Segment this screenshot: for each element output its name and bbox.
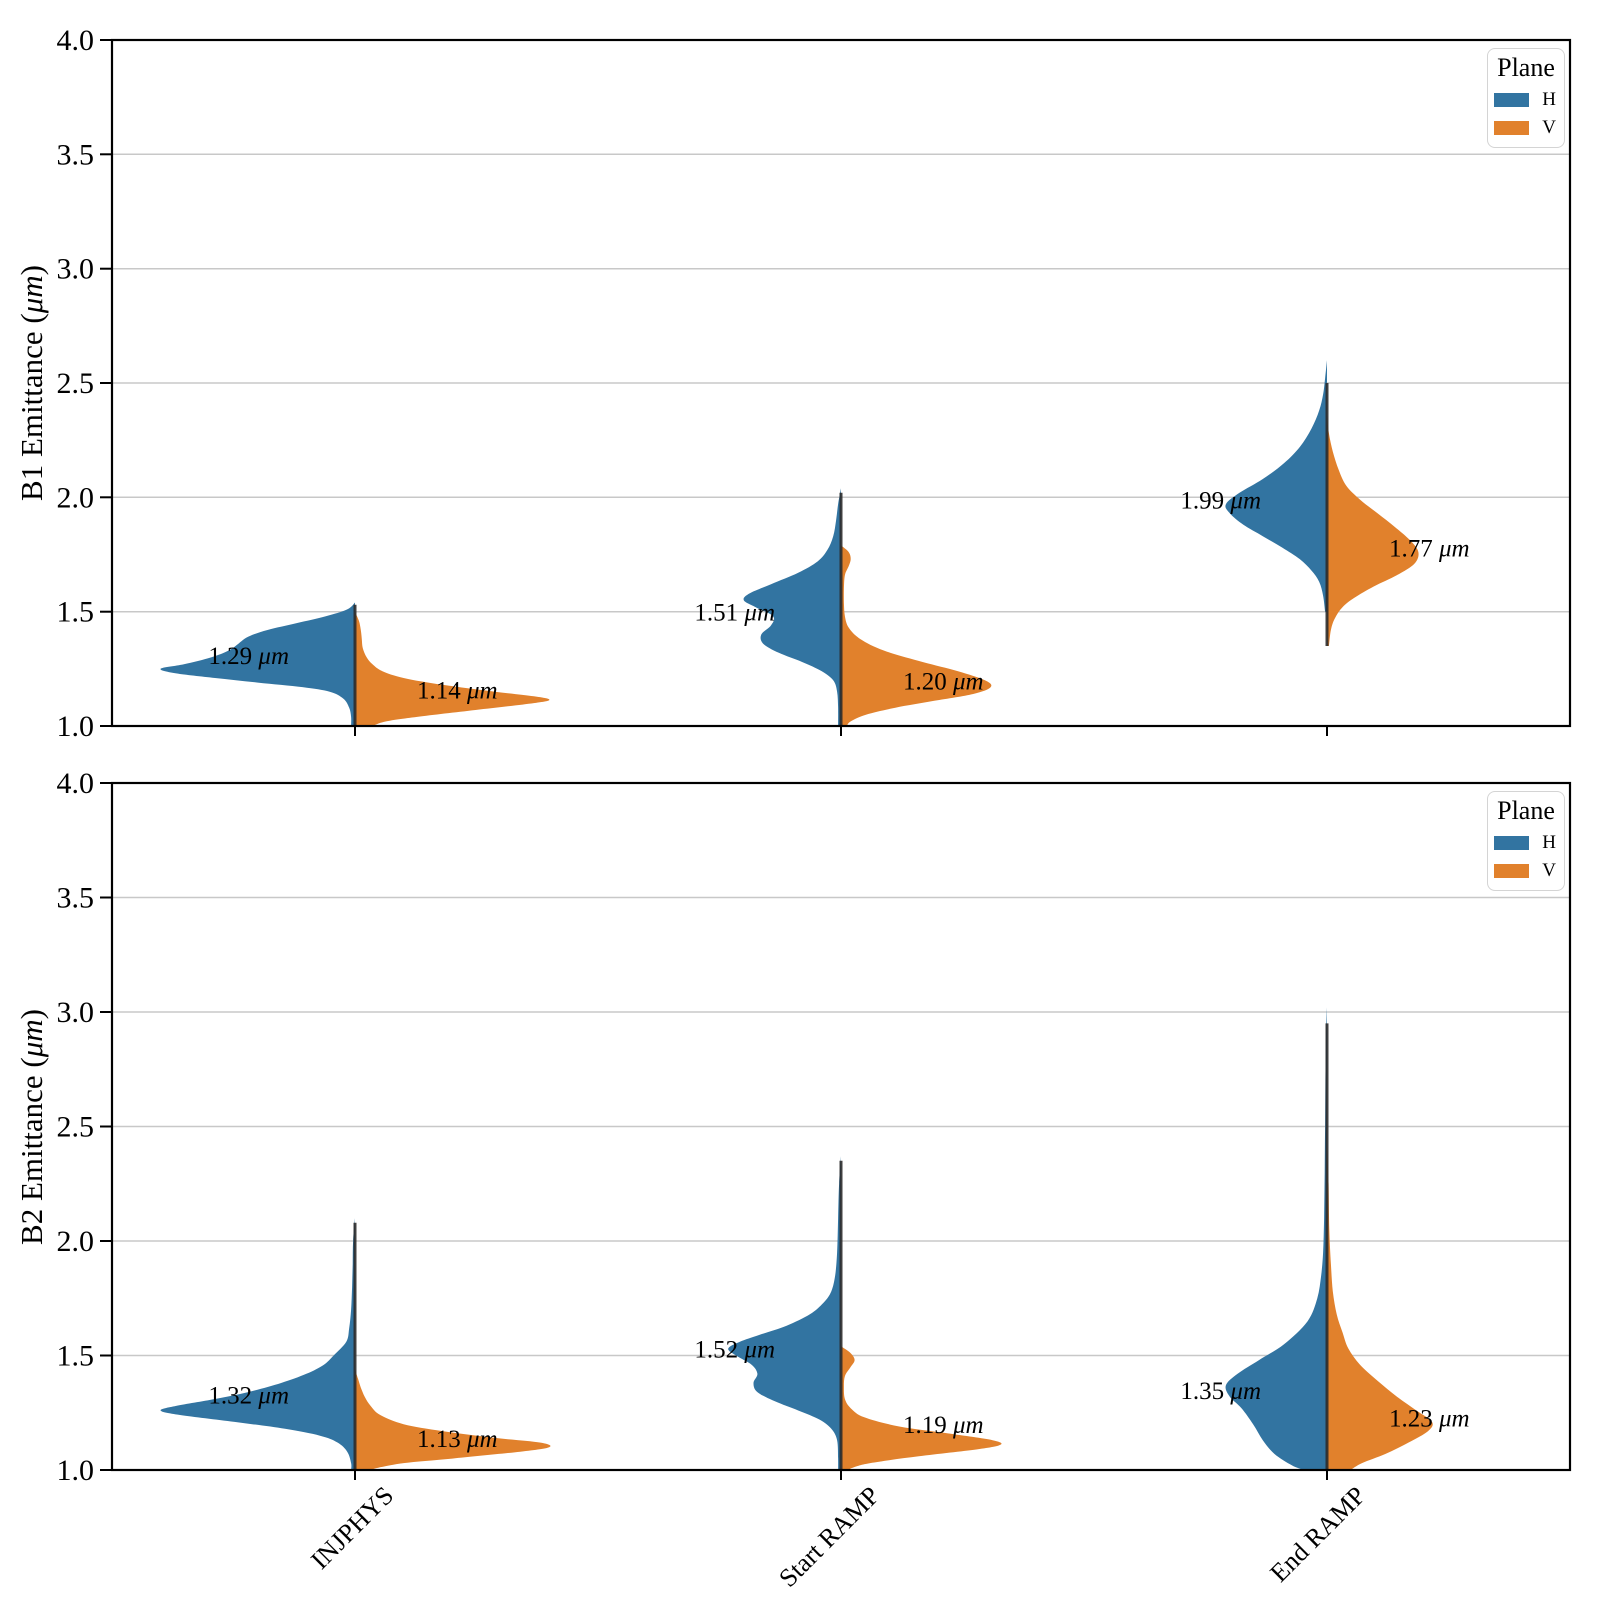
- legend-item-h: H: [1494, 89, 1558, 111]
- b1-y-axis-label: B1 Emittance (μm): [14, 265, 50, 501]
- panel-b1: 1.29 μm 1.14 μm 1.51 μm 1.20 μm 1.99 μm 1.77 …: [57, 24, 1572, 743]
- mean-annotation-b1-end-ramp-h: 1.99 μm: [1180, 488, 1261, 515]
- y-axis-tick-label-b2-1.0: 1.0: [57, 1454, 95, 1487]
- legend-label-v: V: [1542, 860, 1556, 881]
- b2-y-axis-label-suffix: ): [14, 1009, 49, 1020]
- b2-y-axis-label-text: B2 Emittance (: [14, 1057, 49, 1245]
- legend-label-h: H: [1542, 832, 1556, 853]
- legend-swatch-v-icon: [1494, 121, 1529, 135]
- b1-y-axis-label-unit: μm: [14, 275, 49, 314]
- mean-annotation-b2-start-ramp-v: 1.19 μm: [903, 1412, 984, 1439]
- violin-b1-injphys-h: [160, 602, 355, 726]
- legend-title: Plane: [1497, 796, 1555, 825]
- mean-annotation-b2-end-ramp-h: 1.35 μm: [1180, 1378, 1261, 1405]
- x-axis-tick-label-injphys: INJPHYS: [305, 1481, 399, 1575]
- violin-b1-start-ramp-v: [841, 545, 992, 726]
- mean-annotation-b2-injphys-v: 1.13 μm: [417, 1426, 498, 1453]
- x-axis-tick-label-start-ramp: Start RAMP: [773, 1481, 885, 1593]
- legend-b2: Plane H V: [1487, 791, 1565, 891]
- legend-item-v: V: [1494, 117, 1558, 139]
- y-axis-tick-label-b2-3.5: 3.5: [57, 882, 95, 915]
- y-axis-tick-label-b2-3.0: 3.0: [57, 996, 95, 1029]
- violin-b1-injphys-v: [355, 611, 550, 726]
- violin-b1-end-ramp-h: [1225, 360, 1327, 612]
- legend-swatch-h-icon: [1494, 93, 1529, 107]
- x-axis-tick-label-end-ramp: End RAMP: [1264, 1481, 1371, 1588]
- legend-swatch-v-icon: [1494, 864, 1529, 878]
- mean-annotation-b2-end-ramp-v: 1.23 μm: [1389, 1405, 1470, 1432]
- mean-annotation-b1-start-ramp-h: 1.51 μm: [694, 600, 775, 627]
- legend-label-v: V: [1542, 117, 1556, 138]
- y-axis-tick-label-b1-2.5: 2.5: [57, 367, 95, 400]
- legend-item-h: H: [1494, 832, 1558, 854]
- violin-b2-injphys-h: [160, 1218, 355, 1470]
- y-axis-tick-label-b2-2.5: 2.5: [57, 1111, 95, 1144]
- mean-annotation-b1-end-ramp-v: 1.77 μm: [1389, 536, 1470, 563]
- b2-y-axis-label-unit: μm: [14, 1019, 49, 1058]
- y-axis-tick-label-b1-3.0: 3.0: [57, 253, 95, 286]
- y-axis-tick-label-b2-1.5: 1.5: [57, 1340, 95, 1373]
- legend-title: Plane: [1497, 53, 1555, 82]
- legend-swatch-h-icon: [1494, 836, 1529, 850]
- y-axis-tick-label-b1-4.0: 4.0: [57, 24, 95, 57]
- mean-annotation-b1-injphys-v: 1.14 μm: [417, 677, 498, 704]
- panel-b2: INJPHYS 1.32 μm 1.13 μm Start RAMP 1.52 μm 1.…: [57, 767, 1572, 1593]
- y-axis-tick-label-b1-2.0: 2.0: [57, 481, 95, 514]
- mean-annotation-b1-start-ramp-v: 1.20 μm: [903, 668, 984, 695]
- y-axis-tick-label-b1-1.5: 1.5: [57, 596, 95, 629]
- y-axis-tick-label-b2-2.0: 2.0: [57, 1225, 95, 1258]
- violin-b2-start-ramp-h: [728, 1156, 841, 1470]
- mean-annotation-b2-start-ramp-h: 1.52 μm: [694, 1337, 775, 1364]
- y-axis-tick-label-b2-4.0: 4.0: [57, 767, 95, 800]
- violin-b2-start-ramp-v: [841, 1346, 1002, 1470]
- violin-b2-injphys-v: [355, 1369, 551, 1470]
- mean-annotation-b1-injphys-h: 1.29 μm: [208, 643, 289, 670]
- violin-b2-end-ramp-v: [1327, 1144, 1433, 1470]
- plot-border-b2: [110, 781, 1572, 1472]
- violin-b1-start-ramp-h: [743, 488, 841, 726]
- y-axis-tick-label-b1-1.0: 1.0: [57, 710, 95, 743]
- mean-annotation-b2-injphys-h: 1.32 μm: [208, 1382, 289, 1409]
- legend-item-v: V: [1494, 860, 1558, 882]
- legend-label-h: H: [1542, 89, 1556, 110]
- y-axis-tick-label-b1-3.5: 3.5: [57, 138, 95, 171]
- b2-y-axis-label: B2 Emittance (μm): [14, 1009, 50, 1245]
- b1-y-axis-label-suffix: ): [14, 265, 49, 276]
- legend-b1: Plane H V: [1487, 48, 1565, 148]
- plot-border-b1: [110, 38, 1572, 728]
- b1-y-axis-label-text: B1 Emittance (: [14, 313, 49, 501]
- violin-b2-end-ramp-h: [1225, 1007, 1327, 1470]
- violin-b1-end-ramp-v: [1327, 415, 1419, 646]
